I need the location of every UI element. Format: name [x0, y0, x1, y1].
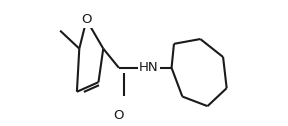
Text: HN: HN	[139, 61, 159, 74]
Text: O: O	[113, 108, 124, 122]
Text: O: O	[81, 13, 92, 26]
